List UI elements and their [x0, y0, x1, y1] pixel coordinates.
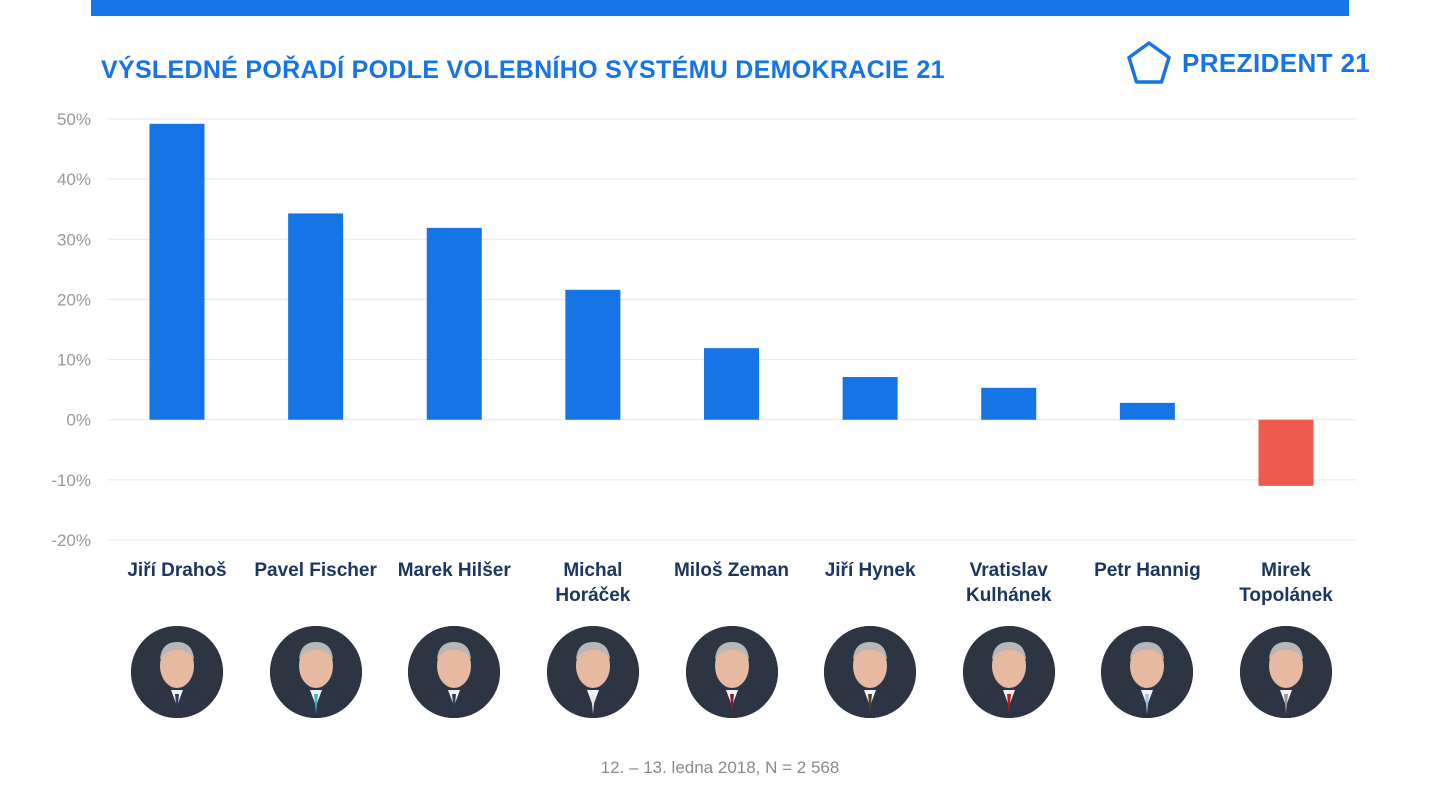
- portrait-icon: [1240, 626, 1332, 718]
- bar: [149, 123, 205, 420]
- bar: [704, 348, 759, 420]
- bar: [1119, 402, 1175, 420]
- candidate-photo: [269, 626, 362, 718]
- footnote: 12. – 13. ledna 2018, N = 2 568: [600, 758, 840, 777]
- bar: [842, 377, 898, 420]
- bar-chart: 50% 40% 30% 20% 10% 0% -10% -20% Jiří Drahoš Pave…: [51, 110, 1356, 606]
- y-tick-label: -10%: [51, 471, 91, 490]
- x-category-label: Michal: [563, 560, 622, 581]
- y-tick-label: 0%: [66, 411, 91, 430]
- candidate-photo: [408, 626, 501, 718]
- x-category-label: Jiří Drahoš: [127, 560, 226, 581]
- x-category-label: Vratislav: [970, 560, 1049, 581]
- portrait-icon: [962, 626, 1055, 718]
- portrait-icon: [685, 626, 778, 718]
- portrait-icon: [131, 626, 223, 718]
- brand-logo: PREZIDENT 21: [1126, 40, 1370, 86]
- portrait-icon: [546, 626, 639, 718]
- candidate-photo: [962, 626, 1055, 718]
- candidate-photo: [131, 626, 223, 718]
- portrait-icon: [269, 626, 362, 718]
- chart-title: VÝSLEDNÉ POŘADÍ PODLE VOLEBNÍHO SYSTÉMU …: [101, 56, 945, 84]
- candidate-photo: [1101, 626, 1194, 718]
- x-category-label: Miloš Zeman: [674, 560, 789, 581]
- y-tick-label: 10%: [57, 351, 91, 370]
- x-category-label: Jiří Hynek: [825, 560, 916, 581]
- y-tick-label: -20%: [51, 531, 91, 550]
- candidate-photo: [685, 626, 778, 718]
- pentagon-icon: [1127, 41, 1171, 84]
- y-tick-label: 30%: [57, 230, 91, 249]
- portrait-icon: [408, 626, 501, 718]
- y-tick-label: 50%: [57, 110, 91, 129]
- logo-text: PREZIDENT 21: [1182, 47, 1371, 78]
- bar: [981, 387, 1037, 420]
- x-category-label: Topolánek: [1239, 585, 1333, 606]
- bar: [565, 289, 621, 420]
- y-tick-label: 20%: [57, 290, 91, 309]
- x-category-label: Petr Hannig: [1094, 560, 1201, 581]
- y-tick-label: 40%: [57, 170, 91, 189]
- candidate-photo: [546, 626, 639, 718]
- portrait-icon: [824, 626, 917, 718]
- portrait-icon: [1101, 626, 1194, 718]
- x-category-label: Kulhánek: [966, 585, 1052, 606]
- bar: [1258, 419, 1314, 486]
- x-category-label: Marek Hilšer: [398, 560, 512, 581]
- candidate-photo: [824, 626, 917, 718]
- x-category-label: Mirek: [1261, 560, 1311, 581]
- candidate-photo: [1240, 626, 1332, 718]
- x-category-label: Horáček: [555, 585, 630, 606]
- bar: [288, 213, 344, 420]
- x-category-label: Pavel Fischer: [254, 560, 377, 581]
- top-accent-bar: [91, 0, 1349, 16]
- bar: [426, 227, 482, 420]
